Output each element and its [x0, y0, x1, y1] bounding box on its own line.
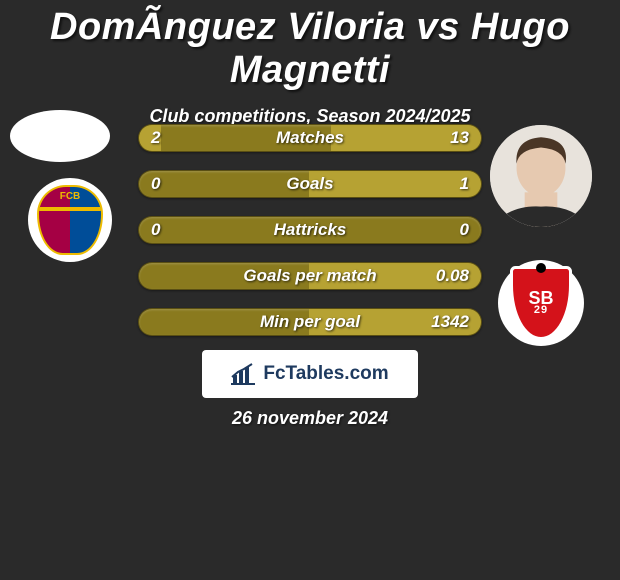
player1-avatar [10, 110, 110, 162]
stat-value-left: 0 [151, 171, 160, 197]
stat-label: Matches [139, 125, 481, 151]
stat-label: Min per goal [139, 309, 481, 335]
stat-label: Goals per match [139, 263, 481, 289]
sb29-crest-icon: SB29 [510, 266, 572, 340]
stat-row: Goals0 1 [138, 170, 482, 198]
stat-label: Goals [139, 171, 481, 197]
stat-row: Min per goal1342 [138, 308, 482, 336]
player2-avatar [490, 125, 592, 227]
brand-badge[interactable]: FcTables.com [202, 350, 418, 398]
stat-value-left: 0 [151, 217, 160, 243]
stat-row: Matches2 13 [138, 124, 482, 152]
stat-row: Goals per match0.08 [138, 262, 482, 290]
stat-value-right: 13 [450, 125, 469, 151]
date-label: 26 november 2024 [0, 408, 620, 429]
stat-value-right: 1342 [431, 309, 469, 335]
brand-label: FcTables.com [263, 363, 388, 385]
chart-icon [231, 363, 257, 385]
player2-club-badge: SB29 [498, 260, 584, 346]
stat-label: Hattricks [139, 217, 481, 243]
stat-value-left: 2 [151, 125, 160, 151]
stat-value-right: 0.08 [436, 263, 469, 289]
fcb-crest-icon [37, 185, 103, 255]
page-title: DomÃ­nguez Viloria vs Hugo Magnetti [0, 0, 620, 92]
stat-row: Hattricks0 0 [138, 216, 482, 244]
player1-club-badge [28, 178, 112, 262]
stat-value-right: 1 [460, 171, 469, 197]
stats-container: Matches213Goals01Hattricks00Goals per ma… [138, 124, 482, 354]
stat-value-right: 0 [460, 217, 469, 243]
